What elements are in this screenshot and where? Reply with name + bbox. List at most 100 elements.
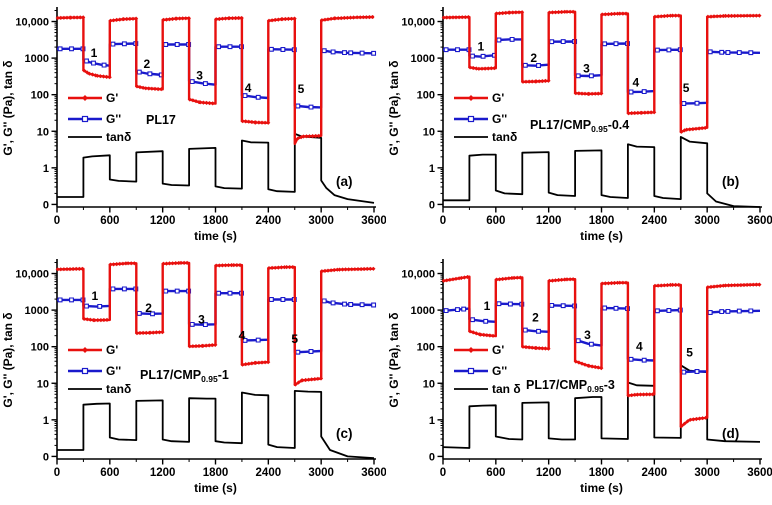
legend-marker-filled-diamond — [468, 347, 474, 353]
series-line-tan-delta — [57, 390, 375, 459]
y-tick-label: 10 — [423, 378, 435, 390]
x-tick-label: 600 — [100, 467, 119, 479]
step-label: 5 — [686, 345, 693, 359]
legend-item-tan-delta: tan δ — [454, 382, 521, 396]
step-label: 5 — [298, 82, 305, 96]
step-label: 3 — [583, 61, 590, 75]
step-label: 3 — [196, 69, 203, 83]
y-tick-label: 100 — [31, 90, 49, 102]
legend-label: G' — [492, 343, 504, 357]
x-tick-label: 1800 — [203, 467, 229, 479]
step-label: 5 — [291, 332, 298, 346]
legend-label: G'' — [492, 112, 507, 126]
sample-label: PL17 — [146, 113, 176, 127]
x-axis-label: time (s) — [194, 481, 237, 495]
series-line-g-prime — [56, 15, 375, 146]
step-label: 1 — [91, 46, 98, 60]
legend: G' G'' tanδ — [68, 343, 131, 396]
sample-label: PL17/CMP0.95-1 — [140, 368, 229, 384]
step-label: 5 — [683, 81, 690, 95]
legend: G' G'' tan δ — [454, 343, 521, 396]
panel-c: 0 1 10 100 1000 10,000 0 600 1200 1800 2400 3000 360… — [0, 253, 386, 505]
legend-item-g-prime: G' — [68, 343, 118, 357]
y-tick-label: 0 — [429, 199, 435, 211]
legend-label: G' — [106, 91, 118, 105]
legend-marker-filled-diamond — [468, 95, 474, 101]
y-axis-label: G', G'' (Pa), tan δ — [1, 312, 15, 407]
x-tick-label: 0 — [54, 467, 60, 479]
legend-item-g-double-prime: G'' — [68, 112, 121, 126]
x-tick-label: 2400 — [642, 215, 668, 227]
x-tick-label: 2400 — [256, 215, 282, 227]
legend-label: tan δ — [492, 382, 521, 396]
y-tick-label: 1 — [43, 163, 49, 175]
legend-item-g-double-prime: G'' — [68, 364, 121, 378]
legend-marker-open-square — [467, 115, 475, 123]
x-tick-label: 2400 — [642, 467, 668, 479]
series-line-tan-delta — [57, 132, 375, 204]
panel-b: 0 1 10 100 1000 10,000 0 600 1200 1800 2400 3000 360… — [386, 1, 772, 253]
legend-marker-open-square — [81, 367, 89, 375]
step-label: 3 — [198, 312, 205, 326]
legend-label: G'' — [106, 112, 121, 126]
step-label: 2 — [143, 57, 150, 71]
x-tick-label: 3600 — [747, 215, 772, 227]
x-tick-label: 600 — [486, 215, 505, 227]
y-tick-label: 0 — [429, 451, 435, 463]
panel-c-chart: 0 1 10 100 1000 10,000 0 600 1200 1800 2400 3000 360… — [1, 259, 386, 495]
series-markers-g-double-prime — [57, 286, 377, 355]
panel-d-chart: 0 1 10 100 1000 10,000 0 600 1200 1800 2400 3000 360… — [387, 259, 772, 495]
x-axis-label: time (s) — [194, 229, 237, 243]
y-tick-label: 1000 — [411, 305, 435, 317]
x-axis-label: time (s) — [580, 481, 623, 495]
y-tick-label: 1 — [43, 415, 49, 427]
series-line-tan-delta — [443, 136, 761, 208]
y-tick-label: 1 — [429, 415, 435, 427]
y-axis-label: G', G'' (Pa), tan δ — [387, 60, 401, 155]
step-label: 1 — [478, 39, 485, 53]
y-tick-label: 10 — [423, 126, 435, 138]
y-tick-label: 10 — [37, 126, 49, 138]
y-tick-label: 100 — [417, 90, 435, 102]
legend-item-g-double-prime: G'' — [454, 364, 507, 378]
series-markers-g-double-prime — [443, 36, 754, 106]
y-tick-label: 1 — [429, 163, 435, 175]
x-tick-label: 600 — [100, 215, 119, 227]
legend-label: tanδ — [106, 130, 131, 144]
x-tick-label: 3600 — [747, 467, 772, 479]
legend-item-g-double-prime: G'' — [454, 112, 507, 126]
legend-item-g-prime: G' — [454, 343, 504, 357]
series-line-g-prime — [442, 10, 761, 134]
step-label: 2 — [145, 301, 152, 315]
y-tick-label: 10,000 — [15, 269, 49, 281]
y-tick-label: 10 — [37, 378, 49, 390]
y-tick-label: 1000 — [411, 53, 435, 65]
y-tick-label: 1000 — [25, 53, 49, 65]
x-tick-label: 1800 — [203, 215, 229, 227]
step-label: 1 — [484, 299, 491, 313]
legend-label: G'' — [492, 364, 507, 378]
legend-marker-open-square — [81, 115, 89, 123]
y-tick-label: 10,000 — [401, 17, 435, 29]
y-tick-label: 0 — [43, 451, 49, 463]
legend-item-tan-delta: tanδ — [454, 130, 517, 144]
series-line-g-prime — [56, 261, 375, 387]
series-markers-g-double-prime — [443, 301, 754, 375]
y-tick-label: 100 — [31, 342, 49, 354]
step-label: 4 — [632, 76, 639, 90]
x-tick-label: 3000 — [308, 467, 334, 479]
x-tick-label: 3000 — [694, 467, 720, 479]
panel-a-chart: 0 1 10 100 1000 10,000 0 600 1200 1800 2400 3000 360… — [1, 7, 386, 243]
x-tick-label: 1200 — [536, 215, 562, 227]
panel-d: 0 1 10 100 1000 10,000 0 600 1200 1800 2400 3000 360… — [386, 253, 772, 505]
legend-label: tanδ — [106, 382, 131, 396]
y-tick-label: 10,000 — [401, 269, 435, 281]
x-tick-label: 0 — [440, 467, 446, 479]
panel-letter: (a) — [336, 174, 353, 189]
x-tick-label: 0 — [54, 215, 60, 227]
legend-item-tan-delta: tanδ — [68, 382, 131, 396]
x-tick-label: 3600 — [361, 467, 386, 479]
x-tick-label: 1200 — [150, 467, 176, 479]
step-label: 3 — [584, 328, 591, 342]
